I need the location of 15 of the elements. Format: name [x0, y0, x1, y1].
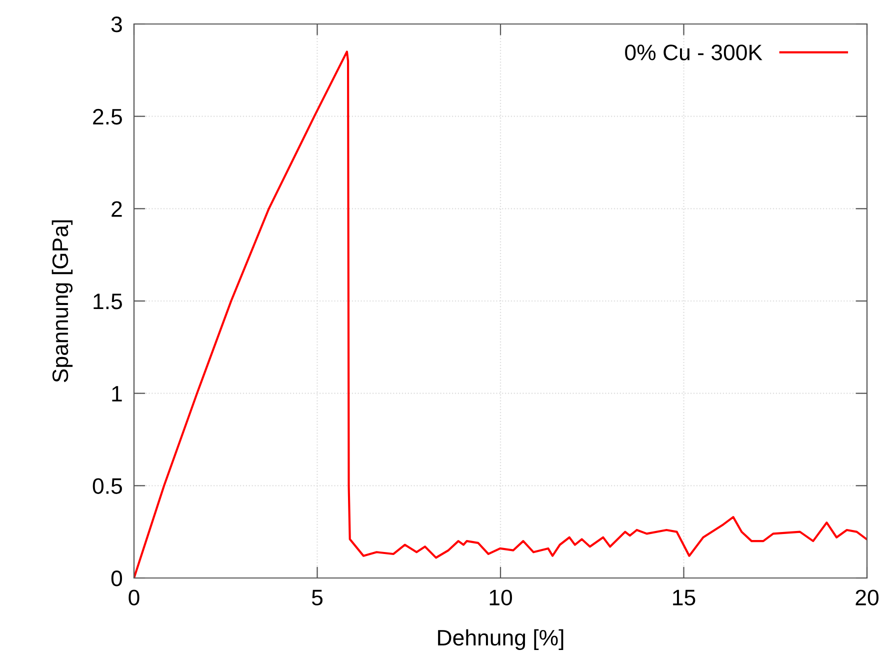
x-tick-label: 15: [673, 590, 696, 606]
x-tick-label: 0: [128, 590, 140, 606]
x-tick-label: 20: [856, 590, 878, 606]
legend-label: 0% Cu - 300K: [625, 44, 762, 60]
y-tick-label: 1.5: [94, 294, 122, 310]
y-tick-label: 1: [112, 386, 122, 402]
x-axis-title: Dehnung [%]: [438, 629, 564, 650]
y-tick-label: 2: [112, 201, 122, 217]
y-axis-title: Spannung [GPa]: [52, 220, 73, 382]
y-tick-label: 0.5: [92, 478, 122, 494]
x-tick-label: 10: [490, 590, 512, 606]
y-tick-label: 3: [111, 16, 122, 32]
y-tick-label: 0: [111, 570, 122, 586]
x-tick-label: 5: [312, 590, 322, 606]
y-tick-label: 2.5: [93, 108, 122, 125]
